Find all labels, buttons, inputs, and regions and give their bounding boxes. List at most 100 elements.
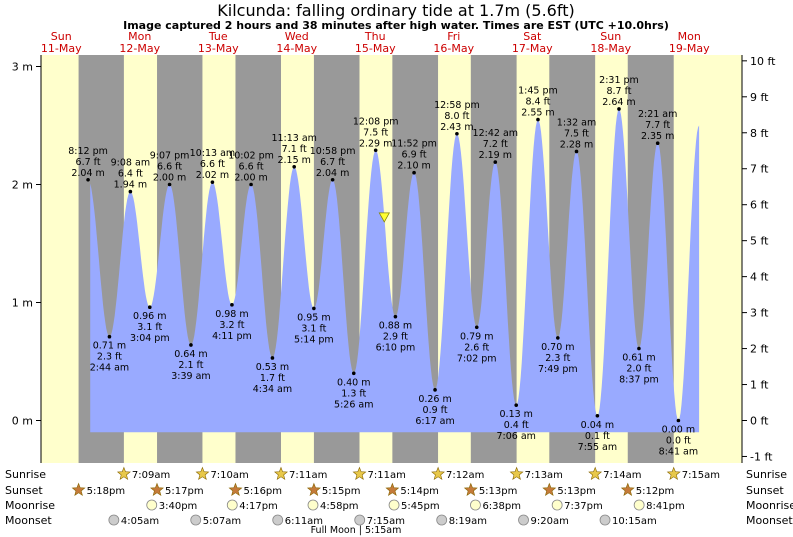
high-tide-point (536, 117, 540, 122)
high-tide-metres: 2.19 m (479, 150, 512, 161)
sunrise-icon (274, 466, 288, 480)
moonset-time: 8:19am (449, 516, 487, 527)
high-tide-point (373, 148, 378, 153)
moonset-icon (108, 514, 120, 526)
left-axis-tick-label: 3 m (12, 61, 33, 74)
low-tide-point (393, 314, 398, 319)
high-tide-metres: 2.43 m (440, 122, 473, 133)
astronomy-rows: Sunrise Sunrise Sunset Sunset Moonrise Moonri… (5, 466, 793, 536)
moonset-time: 10:15am (612, 516, 657, 527)
high-tide-point (249, 182, 253, 187)
day-date-label: 15-May (355, 42, 396, 55)
high-tide-feet: 7.1 ft (282, 144, 307, 155)
high-tide-time: 10:02 pm (228, 151, 274, 162)
low-tide-time: 2:44 am (90, 363, 129, 374)
low-tide-time: 7:02 pm (457, 353, 497, 364)
high-tide-metres: 2.64 m (602, 97, 635, 108)
high-tide-feet: 6.7 ft (76, 157, 101, 168)
low-tide-metres: 0.70 m (541, 342, 574, 353)
current-tide-marker (378, 212, 390, 223)
right-axis-tick-label: 6 ft (750, 199, 769, 212)
moonrise-icon (470, 499, 481, 511)
high-tide-time: 12:42 am (473, 128, 518, 139)
day-weekday-label: Mon (128, 30, 151, 43)
low-tide-point (595, 413, 600, 418)
day-date-label: 11-May (41, 42, 82, 55)
high-tide-metres: 2.28 m (560, 139, 593, 150)
high-tide-metres: 2.00 m (153, 173, 186, 184)
high-tide-metres: 2.00 m (234, 173, 267, 184)
sunrise-time: 7:11am (289, 470, 327, 481)
right-axis-tick-label: 10 ft (750, 55, 776, 68)
sunset-time: 5:17pm (165, 486, 204, 497)
low-tide-metres: 0.64 m (174, 349, 207, 360)
moonset-icon (190, 514, 202, 526)
sunset-time: 5:15pm (322, 486, 361, 497)
right-axis-tick-label: -1 ft (750, 450, 773, 463)
sunset-time: 5:18pm (87, 486, 126, 497)
high-tide-time: 8:12 pm (68, 146, 108, 157)
moonrise-time: 4:58pm (320, 501, 359, 512)
sunrise-time: 7:10am (210, 470, 248, 481)
sunset-time: 5:12pm (636, 486, 675, 497)
moon-phase-note: Full Moon | 5:15am (311, 525, 402, 536)
high-tide-point (167, 182, 172, 187)
sunset-icon (228, 482, 243, 496)
moonset-icon (436, 514, 448, 526)
right-axis-tick-label: 4 ft (750, 271, 769, 284)
moonrise-time: 5:45pm (401, 501, 440, 512)
day-date-label: 18-May (590, 42, 631, 55)
moonset-time: 5:07am (203, 516, 241, 527)
high-tide-time: 9:07 pm (150, 151, 190, 162)
low-tide-feet: 0.1 ft (585, 431, 610, 442)
moonrise-icon (388, 499, 400, 511)
tide-water-area (90, 109, 700, 433)
low-tide-time: 8:37 pm (619, 375, 659, 386)
moonset-row-label-left: Moonset (5, 514, 52, 527)
moonrise-icon (551, 499, 563, 511)
high-tide-point (655, 141, 660, 145)
high-tide-point (330, 177, 335, 182)
low-tide-point (270, 356, 275, 360)
sunset-icon (71, 482, 86, 496)
high-tide-feet: 6.6 ft (200, 159, 225, 170)
right-axis-tick-label: 7 ft (750, 163, 769, 176)
high-tide-metres: 2.04 m (316, 168, 349, 179)
low-tide-feet: 0.4 ft (504, 420, 529, 431)
day-weekday-label: Fri (447, 30, 460, 43)
right-axis-tick-label: 1 ft (750, 379, 769, 392)
day-weekday-label: Mon (678, 30, 701, 43)
right-axis-tick-label: 0 ft (750, 415, 769, 428)
high-tide-feet: 6.6 ft (239, 162, 264, 173)
high-tide-feet: 6.6 ft (157, 162, 182, 173)
high-tide-metres: 2.10 m (397, 161, 430, 172)
day-date-label: 16-May (433, 42, 474, 55)
low-tide-feet: 3.1 ft (137, 322, 162, 333)
moonrise-icon (633, 499, 645, 511)
left-axis-tick-label: 1 m (12, 297, 33, 310)
moonset-icon (518, 514, 529, 526)
moonset-icon (272, 514, 284, 526)
high-tide-time: 12:08 pm (353, 116, 399, 127)
high-tide-time: 2:31 pm (599, 75, 639, 86)
low-tide-time: 8:41 am (659, 447, 698, 458)
high-tide-time: 11:52 pm (391, 139, 437, 150)
low-tide-metres: 0.61 m (622, 353, 655, 364)
sunset-icon (385, 482, 400, 496)
right-axis-tick-label: 5 ft (750, 235, 769, 248)
low-tide-metres: 0.88 m (379, 321, 412, 332)
low-tide-metres: 0.04 m (581, 420, 614, 431)
sunrise-time: 7:12am (446, 470, 484, 481)
tide-area (90, 109, 700, 433)
low-tide-time: 4:11 pm (212, 331, 252, 342)
low-tide-point (637, 346, 641, 351)
sunset-icon (542, 482, 557, 496)
moonrise-time: 4:17pm (239, 501, 278, 512)
low-tide-metres: 0.26 m (418, 394, 451, 405)
day-labels: Sun11-MayMon12-MayTue13-MayWed14-MayThu1… (41, 30, 710, 55)
low-tide-feet: 2.1 ft (178, 360, 203, 371)
day-date-label: 12-May (119, 42, 160, 55)
left-axis-tick-label: 2 m (12, 179, 33, 192)
chart-title: Kilcunda: falling ordinary tide at 1.7m … (217, 1, 574, 20)
